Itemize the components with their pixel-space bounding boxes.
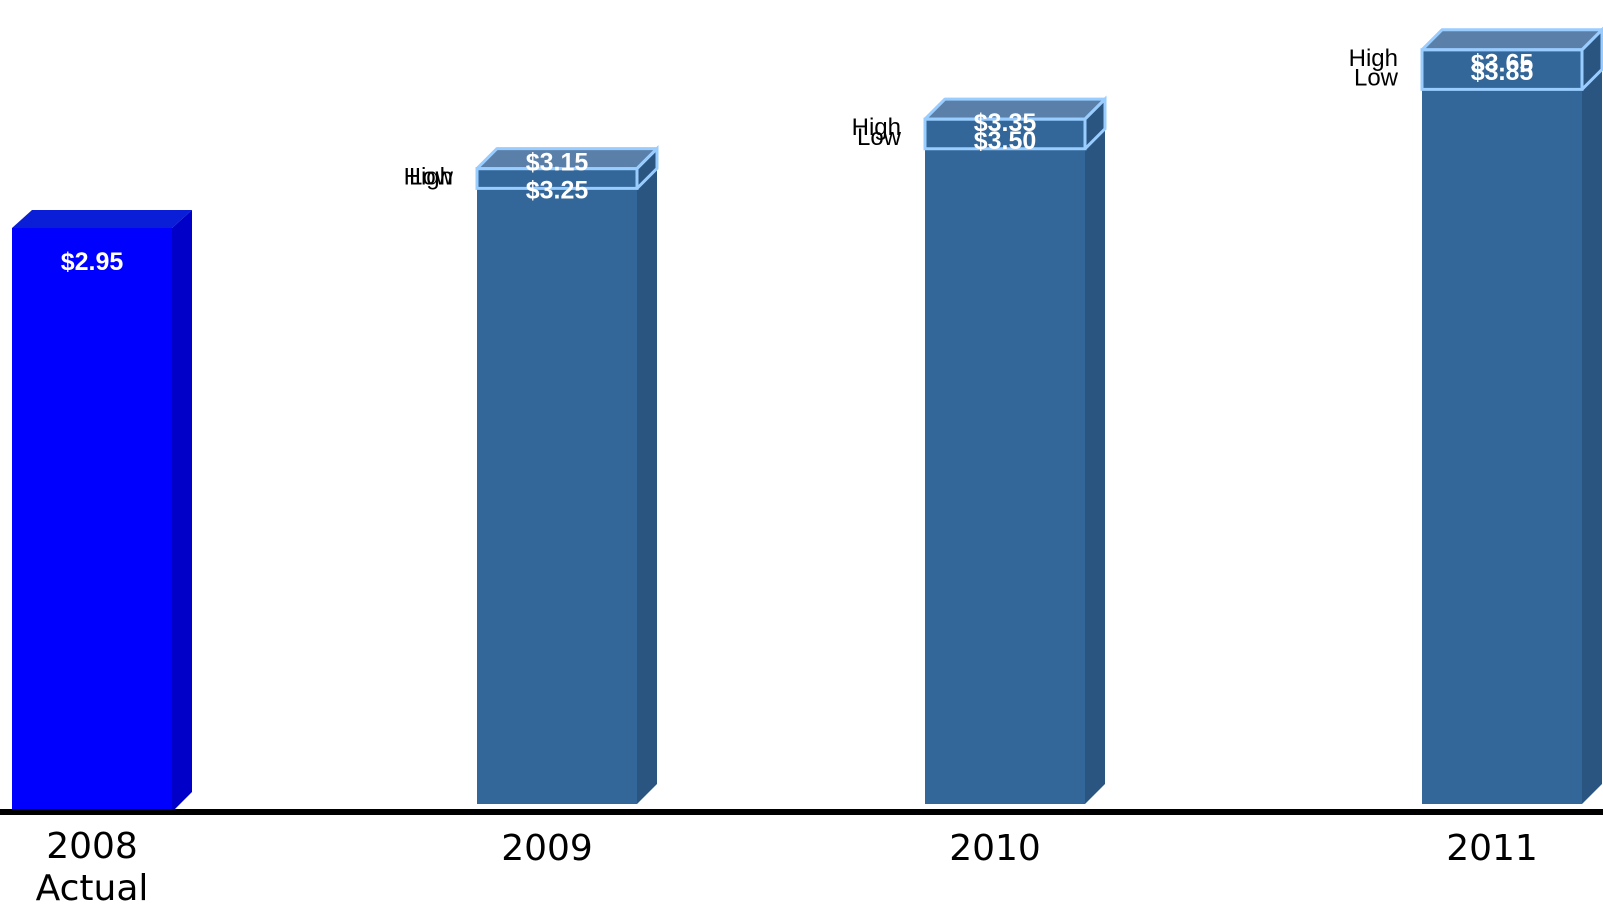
bar-3-low-value-label: $3.35 <box>974 109 1037 137</box>
bar-2-low-value-label: $3.15 <box>526 148 589 176</box>
bar-3-side <box>1085 99 1105 804</box>
bar-4-high-text: High <box>1349 45 1398 72</box>
bar-1-front <box>12 227 172 813</box>
bar-1-category-label: 2008 Actual <box>36 826 149 905</box>
bars-layer <box>12 26 1603 813</box>
bar-4-range-box <box>1422 49 1582 90</box>
bar-3-range-side-outline <box>1083 95 1107 150</box>
bar-3-low-segment <box>925 148 1085 805</box>
bar-3-range-box <box>925 119 1085 149</box>
bar-2-range-side-outline <box>635 144 659 190</box>
bar-4-range-side-outline <box>1580 26 1603 91</box>
bar-2-low-text: Low <box>409 163 454 190</box>
bar-2-high-text: High <box>404 164 453 191</box>
bar-2 <box>475 144 659 804</box>
bar-2-side <box>637 148 657 804</box>
bar-3-category-label: 2010 <box>949 828 1041 869</box>
bar-3-low-text: Low <box>857 124 902 151</box>
bar-2-range-box <box>477 168 637 189</box>
bar-4-low-value-label: $3.65 <box>1471 49 1534 77</box>
bar-4-category-label: 2011 <box>1446 828 1538 869</box>
bar-1-top <box>12 209 192 228</box>
bar-4-top <box>1420 28 1603 52</box>
bar-2-low-segment <box>477 188 637 804</box>
bar-3 <box>923 95 1107 805</box>
bar-2-category-label: 2009 <box>501 828 593 869</box>
bar-1-value-label: $2.95 <box>61 248 124 276</box>
bar-3-high-value-label: $3.50 <box>974 127 1037 155</box>
bar-4-low-text: Low <box>1354 64 1399 91</box>
bar-4-low-segment <box>1422 89 1582 805</box>
bar-4-side <box>1582 29 1602 804</box>
bar-4-high-value-label: $3.85 <box>1471 58 1534 86</box>
bar-1-side <box>172 209 192 813</box>
bar-2-high-value-label: $3.25 <box>526 177 589 205</box>
bar-1 <box>12 209 192 813</box>
bar-3-high-text: High <box>852 114 901 141</box>
bar-4 <box>1420 26 1603 805</box>
